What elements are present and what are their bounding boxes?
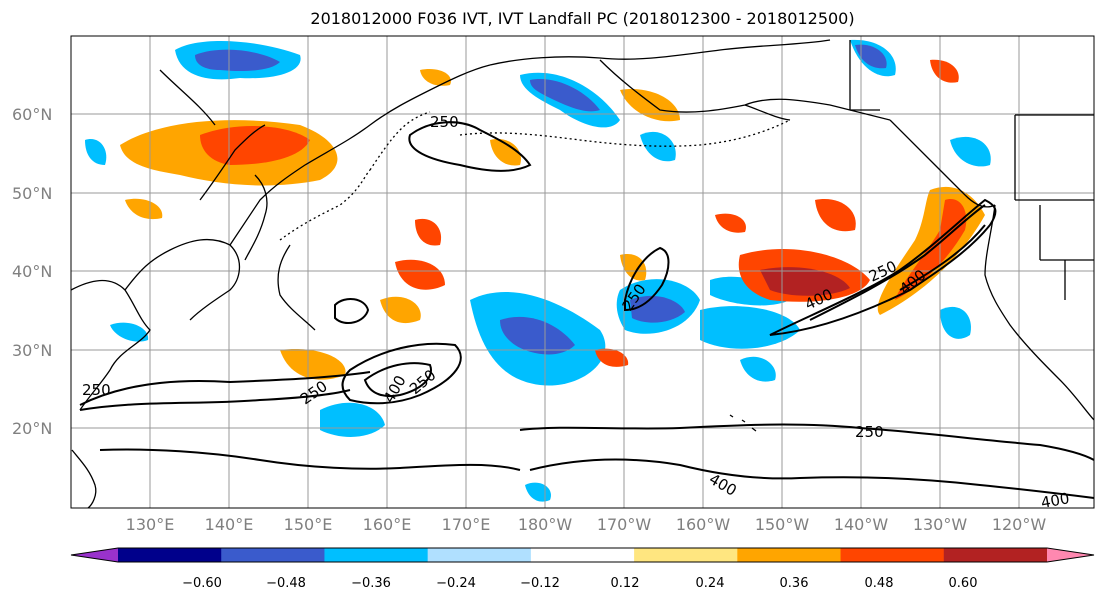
colorbar-tick-label: 0.60 xyxy=(949,576,978,591)
negative-ivt-patch xyxy=(530,79,600,112)
positive-ivt-patch xyxy=(715,213,746,233)
coastlines xyxy=(70,39,1095,509)
negative-ivt-patch xyxy=(110,322,149,342)
colorbar-segment xyxy=(324,548,429,562)
positive-ivt-patch xyxy=(815,199,856,232)
colorbar-tick-labels: −0.60 −0.48 −0.36 −0.24 −0.12 0.12 0.24 … xyxy=(182,576,977,591)
colorbar-tick-label: −0.24 xyxy=(436,576,476,591)
colorbar-segment xyxy=(427,548,532,562)
graticule xyxy=(71,36,1094,508)
positive-ivt-patch xyxy=(620,254,647,281)
positive-ivt-patch xyxy=(280,349,346,380)
longitude-label: 150°W xyxy=(755,515,810,534)
latitude-label: 20°N xyxy=(12,419,52,438)
ivt-contours xyxy=(79,121,1095,499)
longitude-label: 170°E xyxy=(442,515,491,534)
longitude-label: 150°E xyxy=(284,515,333,534)
longitude-label: 140°W xyxy=(834,515,889,534)
positive-ivt-patch xyxy=(395,259,445,290)
colorbar-tick-label: 0.12 xyxy=(611,576,640,591)
negative-ivt-patch xyxy=(500,316,575,355)
positive-ivt-patch xyxy=(415,218,442,246)
colorbar-segment xyxy=(840,548,945,562)
positive-ivt-patch xyxy=(380,296,421,324)
contour-label: 400 xyxy=(1040,489,1071,512)
colorbar-segment xyxy=(118,548,222,562)
colorbar-extension-high xyxy=(1047,548,1094,562)
longitude-label: 120°W xyxy=(992,515,1047,534)
longitude-label: 140°E xyxy=(205,515,254,534)
colorbar-tick-label: −0.36 xyxy=(351,576,391,591)
latitude-label: 40°N xyxy=(12,262,52,281)
contour-label: 250 xyxy=(855,423,884,441)
latitude-label: 60°N xyxy=(12,105,52,124)
colorbar-tick-label: 0.24 xyxy=(696,576,725,591)
colorbar-segment xyxy=(943,548,1048,562)
negative-ivt-patch xyxy=(85,139,107,165)
colorbar-extension-low xyxy=(71,548,118,562)
colorbar-tick-label: 0.36 xyxy=(780,576,809,591)
positive-ivt-patch xyxy=(490,139,521,166)
negative-ivt-patch xyxy=(640,131,676,162)
longitude-label: 180°W xyxy=(518,515,573,534)
ivt-shading xyxy=(85,39,991,502)
longitude-labels: 130°E 140°E 150°E 160°E 170°E 180°W 170°… xyxy=(126,515,1047,534)
negative-ivt-patch xyxy=(525,482,551,502)
latitude-label: 30°N xyxy=(12,341,52,360)
negative-ivt-patch xyxy=(195,49,280,72)
map-frame xyxy=(70,35,1095,509)
colorbar-outline xyxy=(70,547,1095,563)
contour-label: 250 xyxy=(430,113,459,131)
longitude-label: 130°W xyxy=(913,515,968,534)
latitude-labels: 60°N 50°N 40°N 30°N 20°N xyxy=(12,105,52,438)
colorbar-segment xyxy=(634,548,738,562)
negative-ivt-patch xyxy=(630,295,685,323)
positive-ivt-patch xyxy=(200,125,310,165)
longitude-label: 170°W xyxy=(597,515,652,534)
positive-ivt-patch xyxy=(595,348,629,367)
colorbar-segment xyxy=(221,548,325,562)
colorbar xyxy=(70,547,1095,563)
negative-ivt-patch xyxy=(950,136,991,167)
negative-ivt-patch xyxy=(740,356,776,382)
colorbar-tick-label: −0.60 xyxy=(182,576,222,591)
longitude-label: 130°E xyxy=(126,515,175,534)
positive-ivt-patch xyxy=(125,198,163,220)
positive-ivt-patch xyxy=(420,69,451,86)
colorbar-segment xyxy=(737,548,842,562)
negative-ivt-patch xyxy=(700,306,800,349)
longitude-label: 160°W xyxy=(676,515,731,534)
colorbar-tick-label: 0.48 xyxy=(865,576,894,591)
positive-ivt-patch xyxy=(620,89,680,122)
longitude-label: 160°E xyxy=(363,515,412,534)
positive-ivt-patch xyxy=(930,59,959,83)
negative-ivt-patch xyxy=(855,44,887,69)
map-title: 2018012000 F036 IVT, IVT Landfall PC (20… xyxy=(310,9,855,28)
negative-ivt-patch xyxy=(940,306,971,339)
colorbar-segment xyxy=(530,548,635,562)
latitude-label: 50°N xyxy=(12,184,52,203)
contour-label: 250 xyxy=(82,381,111,399)
colorbar-tick-label: −0.48 xyxy=(266,576,306,591)
colorbar-tick-label: −0.12 xyxy=(520,576,560,591)
